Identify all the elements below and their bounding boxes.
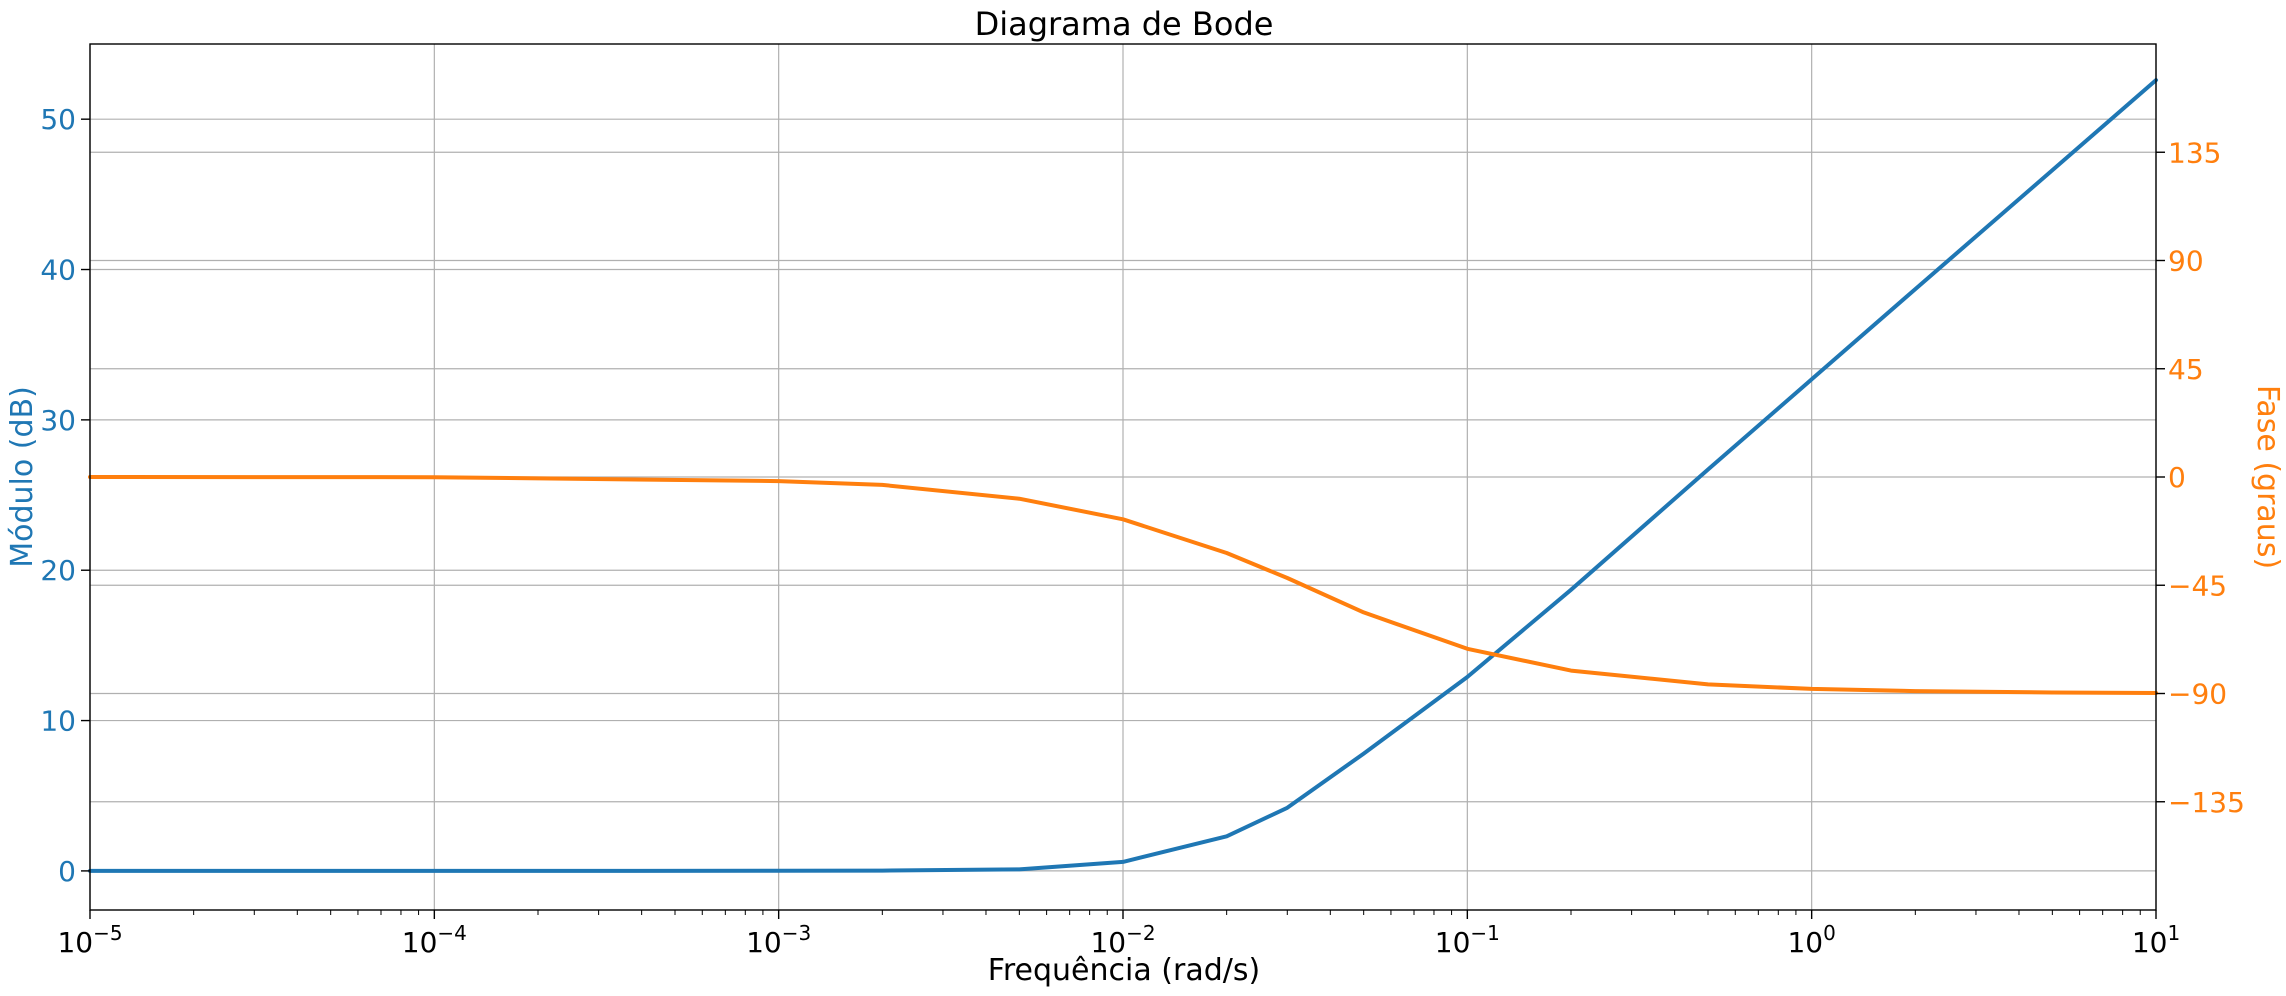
- phase-series-line: [88, 475, 2158, 695]
- x-axis-label: Frequência (rad/s): [988, 953, 1260, 988]
- y-right-tick-label: −90: [2168, 678, 2227, 711]
- y-axis-left-label: Módulo (dB): [5, 386, 40, 568]
- x-tick-label: 10−1: [1435, 921, 1500, 959]
- y-right-tick-label: 90: [2168, 245, 2204, 278]
- x-tick-label: 10−2: [1090, 921, 1155, 959]
- y-left-tick-label: 50: [40, 103, 76, 136]
- x-tick-label: 101: [2132, 921, 2180, 959]
- y-left-tick-label: 20: [40, 554, 76, 587]
- y-right-tick-label: 135: [2168, 136, 2221, 169]
- plot-series: [88, 78, 2158, 873]
- magnitude-series-line: [88, 78, 2158, 873]
- x-tick-label: 10−5: [57, 921, 122, 959]
- y-right-tick-label: −45: [2168, 569, 2227, 602]
- y-left-tick-label: 30: [40, 404, 76, 437]
- axis-ticks: 10−5 10−4 10−3 10−2 10−1 100 10101020304050−13…: [40, 103, 2245, 959]
- chart-title: Diagrama de Bode: [975, 5, 1274, 43]
- y-left-tick-label: 10: [40, 705, 76, 738]
- y-left-tick-label: 0: [58, 855, 76, 888]
- x-tick-label: 10−3: [746, 921, 811, 959]
- y-left-tick-label: 40: [40, 254, 76, 287]
- y-right-tick-label: 0: [2168, 461, 2186, 494]
- y-right-tick-label: 45: [2168, 353, 2204, 386]
- y-axis-right-label: Fase (graus): [2250, 385, 2285, 569]
- x-tick-label: 10−4: [402, 921, 467, 959]
- x-tick-label: 100: [1787, 921, 1835, 959]
- y-right-tick-label: −135: [2168, 786, 2245, 819]
- grid-lines: [89, 44, 2157, 910]
